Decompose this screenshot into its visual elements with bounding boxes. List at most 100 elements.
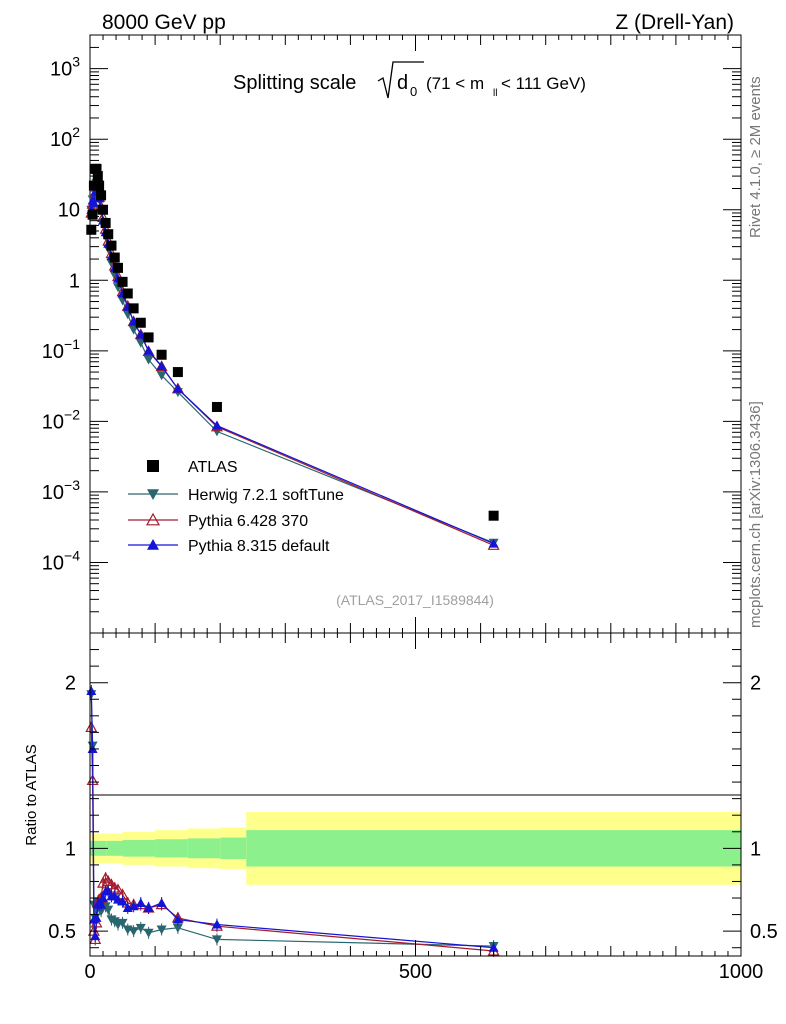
main-point-pythia-8-315-default bbox=[88, 197, 99, 207]
ratio-point-pythia-8-315-default bbox=[91, 912, 102, 922]
ratio-band-inner bbox=[246, 830, 742, 867]
main-point-atlas bbox=[117, 276, 128, 287]
ratio-point-pythia-8-315-default bbox=[90, 931, 101, 941]
main-point-atlas bbox=[143, 332, 154, 343]
main-ytick-label: 1 bbox=[69, 270, 80, 292]
ratio-point-pythia-8-315-default bbox=[128, 901, 139, 911]
main-point-atlas bbox=[94, 180, 105, 191]
ratio-ytick-label-right: 0.5 bbox=[750, 921, 778, 943]
legend-label: Pythia 8.315 default bbox=[188, 538, 330, 555]
sqrt-symbol bbox=[377, 61, 424, 99]
ratio-panel bbox=[85, 632, 742, 958]
rivet-version: Rivet 4.1.0, ≥ 2M events bbox=[747, 76, 764, 238]
ratio-point-herwig-7-2-1-softtune bbox=[172, 923, 183, 933]
main-frame bbox=[89, 34, 742, 634]
main-point-atlas bbox=[86, 224, 97, 235]
legend: ATLAS Herwig 7.2.1 softTune Pythia 6.428 3… bbox=[128, 459, 344, 555]
title-range-ll: ll bbox=[493, 88, 497, 99]
legend-marker bbox=[147, 489, 159, 500]
main-ytick-label: 10−1 bbox=[42, 336, 80, 363]
main-point-atlas bbox=[122, 288, 133, 299]
legend-marker bbox=[147, 460, 159, 472]
analysis-id: (ATLAS_2017_I1589844) bbox=[336, 592, 494, 608]
ratio-point-herwig-7-2-1-softtune bbox=[117, 918, 128, 928]
ratio-band-inner bbox=[187, 838, 221, 859]
main-point-atlas bbox=[128, 303, 139, 314]
ratio-point-pythia-8-315-default bbox=[117, 896, 128, 906]
ratio-point-herwig-7-2-1-softtune bbox=[128, 927, 139, 937]
main-point-atlas bbox=[106, 240, 117, 251]
title-d: d bbox=[397, 72, 408, 94]
ratio-ytick-label-left: 2 bbox=[65, 673, 76, 695]
ratio-xtick-label: 0 bbox=[84, 961, 95, 983]
ratio-band-inner bbox=[106, 840, 123, 856]
legend-label: Herwig 7.2.1 softTune bbox=[188, 487, 344, 504]
main-point-herwig-7-2-1-softtune bbox=[211, 427, 222, 437]
main-point-pythia-8-315-default bbox=[156, 360, 167, 370]
ratio-xtick-label: 1000 bbox=[719, 961, 764, 983]
ratio-point-pythia-8-315-default bbox=[172, 914, 183, 924]
main-point-atlas bbox=[109, 252, 120, 263]
main-ytick-label: 10−2 bbox=[42, 406, 80, 433]
legend-label: Pythia 6.428 370 bbox=[188, 513, 308, 530]
ratio-band-inner bbox=[220, 837, 247, 860]
main-ytick-label: 102 bbox=[50, 124, 80, 151]
main-ytick-label: 103 bbox=[50, 54, 80, 81]
main-point-pythia-8-315-default bbox=[488, 538, 499, 548]
legend-marker bbox=[147, 539, 159, 550]
main-point-pythia-8-315-default bbox=[211, 420, 222, 430]
ratio-point-pythia-8-315-default bbox=[156, 897, 167, 907]
main-point-atlas bbox=[112, 262, 123, 273]
ratio-point-pythia-8-315-default bbox=[135, 897, 146, 907]
main-point-atlas bbox=[135, 317, 146, 328]
mcplots-ref: mcplots.cern.ch [arXiv:1306.3436] bbox=[747, 401, 764, 628]
main-point-atlas bbox=[100, 217, 111, 228]
main-ytick-label: 10−3 bbox=[42, 477, 80, 504]
main-point-atlas bbox=[156, 349, 167, 360]
main-point-pythia-8-315-default bbox=[172, 383, 183, 393]
ratio-point-herwig-7-2-1-softtune bbox=[143, 928, 154, 938]
ratio-point-pythia-8-315-default bbox=[143, 902, 154, 912]
ratio-band-inner bbox=[155, 839, 188, 858]
ratio-point-pythia-8-315-default bbox=[86, 685, 97, 695]
title-range-b: < 111 GeV) bbox=[501, 74, 586, 93]
main-point-atlas bbox=[87, 209, 98, 220]
title-range-a: (71 < m bbox=[426, 74, 484, 93]
ratio-ytick-label-right: 2 bbox=[750, 673, 761, 695]
main-point-atlas bbox=[96, 190, 107, 201]
ratio-ytick-label-left: 1 bbox=[65, 838, 76, 860]
main-point-pythia-8-315-default bbox=[143, 345, 154, 355]
main-panel bbox=[85, 34, 742, 634]
ratio-point-herwig-7-2-1-softtune bbox=[211, 935, 222, 945]
plot-title: Splitting scale d 0 (71 < m ll < 111 GeV… bbox=[233, 61, 586, 99]
ratio-point-pythia-8-315-default bbox=[98, 893, 109, 903]
ratio-point-pythia-8-315-default bbox=[488, 942, 499, 952]
title-prefix: Splitting scale bbox=[233, 72, 356, 94]
ratio-point-pythia-8-315-default bbox=[211, 919, 222, 929]
ratio-band-inner bbox=[122, 840, 156, 857]
main-point-atlas bbox=[88, 180, 99, 191]
main-point-herwig-7-2-1-softtune bbox=[156, 371, 167, 381]
main-point-atlas bbox=[488, 510, 499, 521]
main-ytick-label: 10−4 bbox=[42, 547, 80, 574]
main-point-atlas bbox=[172, 367, 183, 378]
legend-label: ATLAS bbox=[188, 459, 238, 476]
main-ytick-label: 10 bbox=[58, 200, 80, 222]
header-right: Z (Drell-Yan) bbox=[615, 11, 734, 34]
ratio-ytick-label-right: 1 bbox=[750, 838, 761, 860]
ratio-ytick-label-left: 0.5 bbox=[48, 921, 76, 943]
header-left: 8000 GeV pp bbox=[102, 11, 226, 34]
main-point-atlas bbox=[103, 229, 114, 240]
main-point-atlas bbox=[91, 163, 102, 174]
ratio-point-herwig-7-2-1-softtune bbox=[135, 923, 146, 933]
legend-marker bbox=[145, 512, 161, 526]
ratio-xtick-label: 500 bbox=[399, 961, 432, 983]
main-point-herwig-7-2-1-softtune bbox=[128, 325, 139, 335]
ratio-point-pythia-6-428-370 bbox=[85, 721, 98, 733]
main-point-herwig-7-2-1-softtune bbox=[143, 355, 154, 365]
ratio-point-herwig-7-2-1-softtune bbox=[156, 925, 167, 935]
ratio-ylabel: Ratio to ATLAS bbox=[23, 744, 40, 845]
ratio-point-herwig-7-2-1-softtune bbox=[103, 905, 114, 915]
title-sub: 0 bbox=[410, 84, 417, 99]
